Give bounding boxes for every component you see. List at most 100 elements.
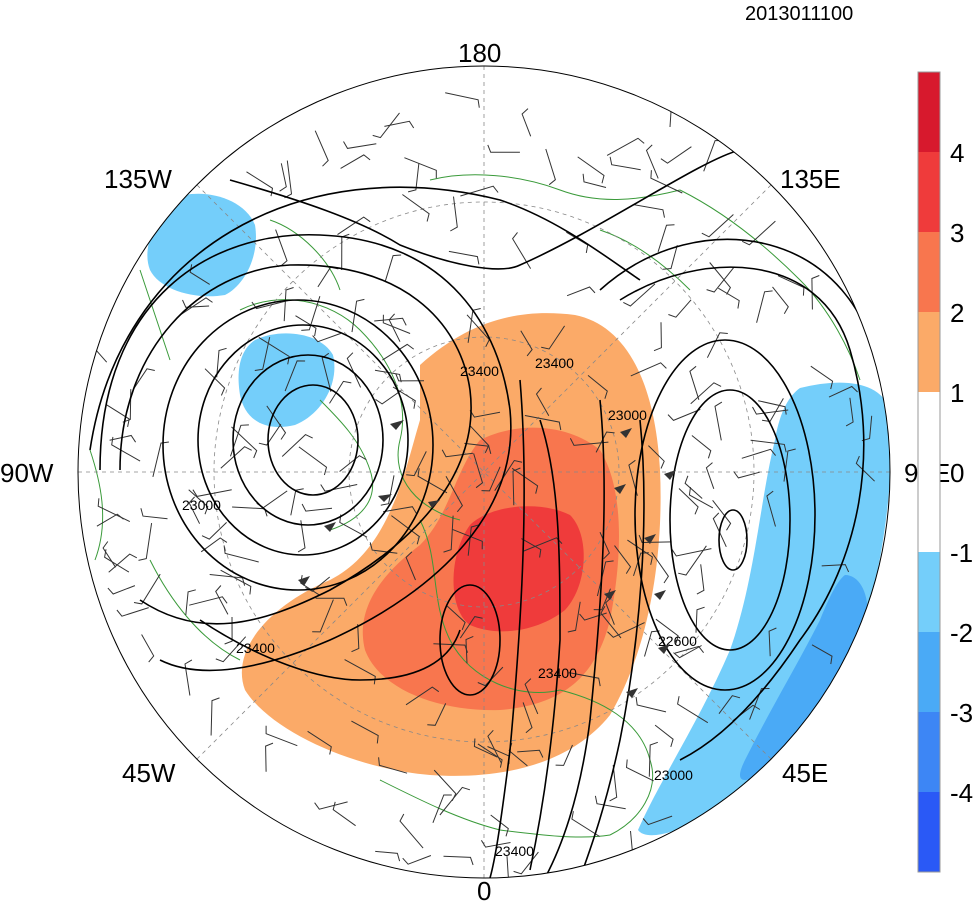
wind-barb <box>480 840 511 848</box>
wind-barb <box>109 434 137 443</box>
wind-barb <box>439 786 471 816</box>
wind-barb <box>750 439 787 453</box>
wind-barb <box>179 297 213 317</box>
wind-barb <box>298 446 328 476</box>
wind-barb <box>566 286 596 297</box>
lon-label-45e: 45E <box>782 758 828 788</box>
wind-barb <box>595 431 615 453</box>
colorbar-segment <box>918 712 940 792</box>
wind-barb <box>712 499 732 531</box>
wind-barb <box>216 347 227 378</box>
wind-barb <box>772 286 789 314</box>
wind-barb <box>811 644 833 665</box>
cold-anomaly-1 <box>638 382 890 836</box>
colorbar-tick-label: -1 <box>950 538 973 568</box>
wind-barb <box>210 697 220 736</box>
wind-barb <box>404 157 437 179</box>
timestamp-label: 2013011100 <box>745 3 853 25</box>
wind-barb <box>104 549 130 573</box>
lon-label-180: 180 <box>458 38 501 68</box>
wind-barb <box>223 545 259 563</box>
colorbar-segment <box>918 72 940 152</box>
wind-barb <box>705 462 715 489</box>
wind-barb <box>855 455 875 482</box>
wind-barb <box>635 697 667 713</box>
wind-barb <box>632 204 665 218</box>
wind-barb <box>383 506 417 514</box>
wind-barb <box>189 264 210 285</box>
wind-barb <box>102 541 117 568</box>
wind-barb <box>674 645 704 654</box>
wind-barb <box>467 524 480 556</box>
wind-barb <box>407 162 420 193</box>
wind-barb <box>535 387 550 417</box>
wind-barb <box>297 520 306 553</box>
wind-barb <box>609 765 618 802</box>
wind-barb <box>768 627 777 657</box>
wind-barb <box>633 552 649 577</box>
wind-barb <box>555 744 573 766</box>
cold-anomaly-2 <box>740 575 868 780</box>
wind-barb <box>630 362 667 377</box>
wind-barb <box>695 606 705 633</box>
wind-barb <box>314 801 348 810</box>
wind-barb <box>374 317 407 326</box>
wind-barb <box>718 287 740 309</box>
wind-barb <box>450 196 458 232</box>
wind-barb <box>258 336 290 365</box>
wind-barb <box>275 229 288 267</box>
wind-barb <box>258 423 282 446</box>
wind-barb <box>654 724 674 748</box>
wind-barb <box>140 508 168 520</box>
wind-barb <box>642 815 673 826</box>
wind-barb <box>524 415 562 431</box>
colorbar: 4 3 2 1 0 -1 -2 -3 -4 <box>917 71 973 873</box>
wind-barb <box>182 299 210 308</box>
wind-barb <box>465 635 474 664</box>
wind-barb <box>651 552 670 584</box>
wind-barb <box>596 560 614 597</box>
wind-barb <box>382 343 414 361</box>
wind-barb <box>522 702 533 734</box>
cold-anomaly-4 <box>238 333 335 427</box>
wind-barb <box>448 250 480 265</box>
wind-barb <box>511 232 532 269</box>
wind-barb <box>733 471 760 479</box>
wind-barb <box>443 515 454 553</box>
wind-barb <box>758 400 787 415</box>
contour-label: 23400 <box>460 363 499 379</box>
contour-labels: 23400 23400 23000 23000 23400 22600 2340… <box>182 355 697 859</box>
wind-barb <box>569 438 609 446</box>
wind-barb <box>678 545 707 576</box>
wind-barb <box>402 855 432 865</box>
wind-barb <box>295 315 317 337</box>
wind-barb <box>706 266 735 293</box>
wind-barb <box>138 523 153 561</box>
lon-label-135w: 135W <box>104 164 172 194</box>
wind-barb <box>405 551 416 581</box>
wind-barb <box>232 506 268 517</box>
wind-barb <box>445 92 480 108</box>
wind-barb <box>106 404 130 427</box>
wind-barb <box>671 548 712 557</box>
graticule <box>78 66 890 878</box>
wind-barb <box>341 233 350 271</box>
wind-barb <box>382 314 411 334</box>
wind-barb <box>317 266 339 288</box>
wind-barb <box>405 686 440 706</box>
wind-barb <box>606 137 645 156</box>
wind-barb <box>511 467 539 494</box>
wind-barb <box>660 146 692 164</box>
wind-barb <box>718 695 741 714</box>
wind-barb <box>305 576 331 592</box>
wind-barb <box>284 160 293 199</box>
wind-barb <box>283 287 294 322</box>
wind-barb <box>614 545 632 574</box>
wind-barb <box>307 730 332 755</box>
contour-label: 23000 <box>608 407 647 423</box>
wind-barb <box>321 352 332 392</box>
wind-barb <box>251 299 290 310</box>
wind-barb <box>265 742 274 772</box>
wind-barb <box>501 856 510 878</box>
